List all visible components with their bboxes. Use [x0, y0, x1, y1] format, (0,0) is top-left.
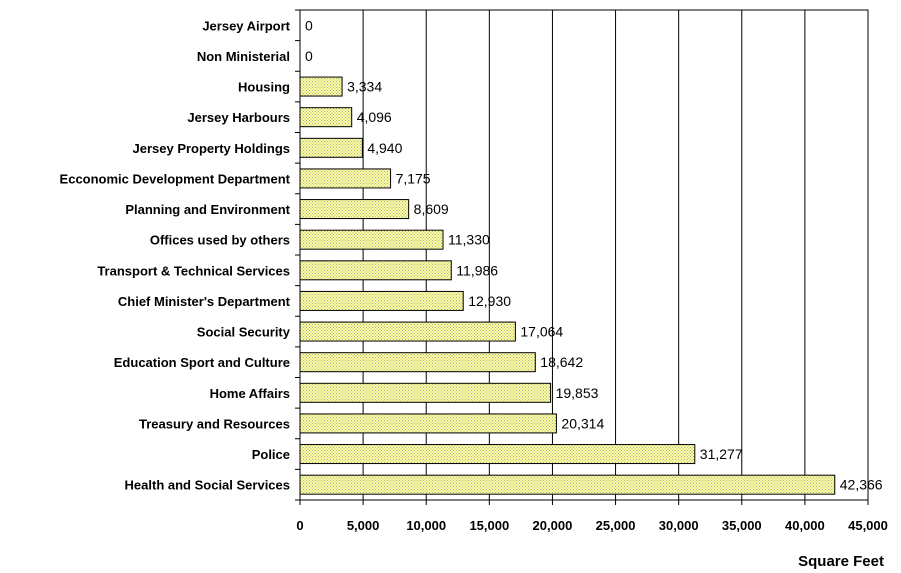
- category-label: Planning and Environment: [125, 202, 290, 217]
- category-label: Treasury and Resources: [139, 416, 290, 431]
- value-labels: 0 0 3,334 4,096 4,940 7,175 8,609 11,330 11,986 1…: [305, 17, 883, 492]
- value-label: 11,330: [448, 232, 490, 248]
- x-tick-label: 15,000: [469, 518, 509, 533]
- category-label: Transport & Technical Services: [97, 263, 290, 278]
- bar: [299, 382, 552, 403]
- bar: [299, 260, 452, 281]
- value-label: 42,366: [840, 477, 883, 493]
- bar: [299, 321, 516, 342]
- category-label: Jersey Property Holdings: [133, 141, 291, 156]
- value-label: 31,277: [700, 446, 743, 462]
- bar: [299, 76, 343, 97]
- bar: [299, 444, 696, 465]
- x-tick-label: 35,000: [722, 518, 762, 533]
- bar: [299, 137, 363, 158]
- value-label: 20,314: [561, 415, 604, 431]
- category-label: Housing: [238, 80, 290, 95]
- category-label: Jersey Airport: [202, 18, 290, 33]
- x-tick-label: 0: [296, 518, 303, 533]
- category-label: Jersey Harbours: [187, 110, 290, 125]
- value-label: 8,609: [414, 201, 449, 217]
- x-tick-label: 30,000: [659, 518, 699, 533]
- category-label: Offices used by others: [150, 233, 290, 248]
- category-label: Police: [252, 447, 290, 462]
- category-label: Health and Social Services: [125, 478, 290, 493]
- category-label: Home Affairs: [210, 386, 290, 401]
- x-axis-title: Square Feet: [798, 553, 884, 570]
- value-label: 0: [305, 17, 313, 33]
- value-label: 12,930: [468, 293, 511, 309]
- category-label: Social Security: [197, 325, 291, 340]
- value-label: 4,940: [367, 140, 402, 156]
- value-label: 18,642: [540, 354, 583, 370]
- x-tick-label: 10,000: [406, 518, 446, 533]
- bar: [299, 168, 392, 189]
- x-tick-label: 20,000: [533, 518, 573, 533]
- category-labels: Jersey Airport Non Ministerial Housing Jers…: [60, 18, 291, 492]
- x-tick-label: 45,000: [848, 518, 888, 533]
- bars: [299, 76, 836, 495]
- bar: [299, 352, 536, 373]
- value-label: 7,175: [396, 170, 431, 186]
- category-label: Non Ministerial: [197, 49, 290, 64]
- value-label: 0: [305, 48, 313, 64]
- bar: [299, 290, 464, 311]
- category-label: Education Sport and Culture: [114, 355, 290, 370]
- bar: [299, 413, 557, 434]
- x-tick-label: 5,000: [347, 518, 380, 533]
- x-tick-labels: 0 5,000 10,000 15,000 20,000 25,000 30,000 35,0…: [296, 518, 888, 533]
- value-label: 11,986: [456, 262, 498, 278]
- bar: [299, 107, 353, 128]
- bar: [299, 199, 410, 220]
- value-label: 19,853: [556, 385, 599, 401]
- x-tick-label: 40,000: [785, 518, 825, 533]
- axes: [295, 9, 869, 505]
- bar: [299, 229, 444, 250]
- category-label: Ecconomic Development Department: [60, 171, 291, 186]
- x-tick-label: 25,000: [596, 518, 636, 533]
- category-label: Chief Minister's Department: [118, 294, 291, 309]
- value-label: 17,064: [520, 324, 563, 340]
- value-label: 4,096: [357, 109, 392, 125]
- value-label: 3,334: [347, 79, 382, 95]
- bar: [299, 474, 836, 495]
